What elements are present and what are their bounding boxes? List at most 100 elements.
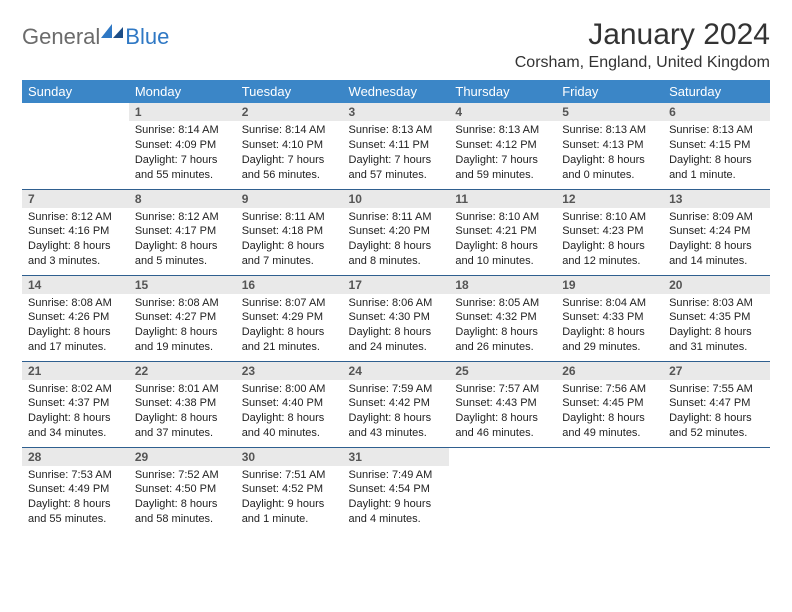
- day-sr: Sunrise: 8:08 AM: [28, 296, 123, 311]
- day-ss: Sunset: 4:43 PM: [455, 396, 550, 411]
- day-d1: Daylight: 7 hours: [242, 153, 337, 168]
- day-sr: Sunrise: 8:13 AM: [455, 123, 550, 138]
- day-d2: and 34 minutes.: [28, 426, 123, 441]
- day-d2: and 58 minutes.: [135, 512, 230, 527]
- calendar-cell: [22, 103, 129, 189]
- calendar-cell: 29Sunrise: 7:52 AMSunset: 4:50 PMDayligh…: [129, 447, 236, 533]
- day-sr: Sunrise: 8:04 AM: [562, 296, 657, 311]
- day-ss: Sunset: 4:38 PM: [135, 396, 230, 411]
- calendar-cell: 26Sunrise: 7:56 AMSunset: 4:45 PMDayligh…: [556, 361, 663, 447]
- calendar-week-row: 1Sunrise: 8:14 AMSunset: 4:09 PMDaylight…: [22, 103, 770, 189]
- day-body: Sunrise: 8:13 AMSunset: 4:12 PMDaylight:…: [449, 121, 556, 186]
- logo-text-blue: Blue: [125, 24, 169, 50]
- calendar-cell: 15Sunrise: 8:08 AMSunset: 4:27 PMDayligh…: [129, 275, 236, 361]
- day-body: Sunrise: 8:03 AMSunset: 4:35 PMDaylight:…: [663, 294, 770, 359]
- calendar-cell: [449, 447, 556, 533]
- calendar-cell: 19Sunrise: 8:04 AMSunset: 4:33 PMDayligh…: [556, 275, 663, 361]
- day-number: 15: [129, 276, 236, 294]
- day-ss: Sunset: 4:09 PM: [135, 138, 230, 153]
- day-body: Sunrise: 8:14 AMSunset: 4:10 PMDaylight:…: [236, 121, 343, 186]
- day-d1: Daylight: 8 hours: [562, 325, 657, 340]
- day-d1: Daylight: 8 hours: [135, 411, 230, 426]
- day-d1: Daylight: 8 hours: [349, 325, 444, 340]
- day-number: 25: [449, 362, 556, 380]
- day-body: Sunrise: 8:13 AMSunset: 4:15 PMDaylight:…: [663, 121, 770, 186]
- day-number: 29: [129, 448, 236, 466]
- calendar-cell: 5Sunrise: 8:13 AMSunset: 4:13 PMDaylight…: [556, 103, 663, 189]
- calendar-cell: 9Sunrise: 8:11 AMSunset: 4:18 PMDaylight…: [236, 189, 343, 275]
- day-d2: and 46 minutes.: [455, 426, 550, 441]
- day-d1: Daylight: 8 hours: [669, 411, 764, 426]
- day-body: Sunrise: 7:49 AMSunset: 4:54 PMDaylight:…: [343, 466, 450, 531]
- day-sr: Sunrise: 8:14 AM: [242, 123, 337, 138]
- calendar-cell: 25Sunrise: 7:57 AMSunset: 4:43 PMDayligh…: [449, 361, 556, 447]
- calendar-cell: 4Sunrise: 8:13 AMSunset: 4:12 PMDaylight…: [449, 103, 556, 189]
- day-sr: Sunrise: 8:09 AM: [669, 210, 764, 225]
- month-title: January 2024: [515, 18, 770, 52]
- calendar-cell: 20Sunrise: 8:03 AMSunset: 4:35 PMDayligh…: [663, 275, 770, 361]
- day-ss: Sunset: 4:30 PM: [349, 310, 444, 325]
- day-d1: Daylight: 8 hours: [242, 239, 337, 254]
- day-body: Sunrise: 7:53 AMSunset: 4:49 PMDaylight:…: [22, 466, 129, 531]
- calendar-cell: 6Sunrise: 8:13 AMSunset: 4:15 PMDaylight…: [663, 103, 770, 189]
- day-d1: Daylight: 8 hours: [28, 411, 123, 426]
- day-sr: Sunrise: 7:57 AM: [455, 382, 550, 397]
- day-number: 9: [236, 190, 343, 208]
- day-number: 3: [343, 103, 450, 121]
- day-number: 28: [22, 448, 129, 466]
- calendar-cell: [663, 447, 770, 533]
- calendar-page: General Blue January 2024 Corsham, Engla…: [0, 0, 792, 612]
- day-body: Sunrise: 8:07 AMSunset: 4:29 PMDaylight:…: [236, 294, 343, 359]
- day-d2: and 57 minutes.: [349, 168, 444, 183]
- day-ss: Sunset: 4:10 PM: [242, 138, 337, 153]
- day-number: 2: [236, 103, 343, 121]
- calendar-week-row: 21Sunrise: 8:02 AMSunset: 4:37 PMDayligh…: [22, 361, 770, 447]
- day-ss: Sunset: 4:20 PM: [349, 224, 444, 239]
- day-d1: Daylight: 8 hours: [669, 325, 764, 340]
- day-sr: Sunrise: 8:01 AM: [135, 382, 230, 397]
- calendar-cell: [556, 447, 663, 533]
- day-ss: Sunset: 4:24 PM: [669, 224, 764, 239]
- day-d1: Daylight: 9 hours: [349, 497, 444, 512]
- calendar-cell: 22Sunrise: 8:01 AMSunset: 4:38 PMDayligh…: [129, 361, 236, 447]
- calendar-cell: 1Sunrise: 8:14 AMSunset: 4:09 PMDaylight…: [129, 103, 236, 189]
- day-number: 18: [449, 276, 556, 294]
- weekday-header: Sunday: [22, 80, 129, 103]
- day-ss: Sunset: 4:29 PM: [242, 310, 337, 325]
- day-ss: Sunset: 4:47 PM: [669, 396, 764, 411]
- day-number: 6: [663, 103, 770, 121]
- calendar-week-row: 28Sunrise: 7:53 AMSunset: 4:49 PMDayligh…: [22, 447, 770, 533]
- title-block: January 2024 Corsham, England, United Ki…: [515, 18, 770, 72]
- day-number: 10: [343, 190, 450, 208]
- day-d1: Daylight: 8 hours: [135, 497, 230, 512]
- day-number: 23: [236, 362, 343, 380]
- day-body: Sunrise: 7:59 AMSunset: 4:42 PMDaylight:…: [343, 380, 450, 445]
- day-d1: Daylight: 7 hours: [349, 153, 444, 168]
- day-d1: Daylight: 8 hours: [242, 325, 337, 340]
- calendar-cell: 27Sunrise: 7:55 AMSunset: 4:47 PMDayligh…: [663, 361, 770, 447]
- calendar-cell: 24Sunrise: 7:59 AMSunset: 4:42 PMDayligh…: [343, 361, 450, 447]
- day-d2: and 12 minutes.: [562, 254, 657, 269]
- day-sr: Sunrise: 8:08 AM: [135, 296, 230, 311]
- calendar-cell: 14Sunrise: 8:08 AMSunset: 4:26 PMDayligh…: [22, 275, 129, 361]
- day-sr: Sunrise: 7:49 AM: [349, 468, 444, 483]
- day-d1: Daylight: 9 hours: [242, 497, 337, 512]
- weekday-header-row: Sunday Monday Tuesday Wednesday Thursday…: [22, 80, 770, 103]
- day-d2: and 55 minutes.: [28, 512, 123, 527]
- day-body: Sunrise: 8:10 AMSunset: 4:23 PMDaylight:…: [556, 208, 663, 273]
- day-ss: Sunset: 4:18 PM: [242, 224, 337, 239]
- day-number: 31: [343, 448, 450, 466]
- day-number: 8: [129, 190, 236, 208]
- calendar-cell: 28Sunrise: 7:53 AMSunset: 4:49 PMDayligh…: [22, 447, 129, 533]
- day-d1: Daylight: 8 hours: [349, 239, 444, 254]
- day-d1: Daylight: 7 hours: [135, 153, 230, 168]
- day-body: Sunrise: 8:00 AMSunset: 4:40 PMDaylight:…: [236, 380, 343, 445]
- calendar-cell: 2Sunrise: 8:14 AMSunset: 4:10 PMDaylight…: [236, 103, 343, 189]
- day-d1: Daylight: 8 hours: [28, 497, 123, 512]
- day-body: Sunrise: 8:01 AMSunset: 4:38 PMDaylight:…: [129, 380, 236, 445]
- day-d2: and 49 minutes.: [562, 426, 657, 441]
- calendar-cell: 17Sunrise: 8:06 AMSunset: 4:30 PMDayligh…: [343, 275, 450, 361]
- day-sr: Sunrise: 7:55 AM: [669, 382, 764, 397]
- day-d2: and 10 minutes.: [455, 254, 550, 269]
- logo: General Blue: [22, 18, 169, 50]
